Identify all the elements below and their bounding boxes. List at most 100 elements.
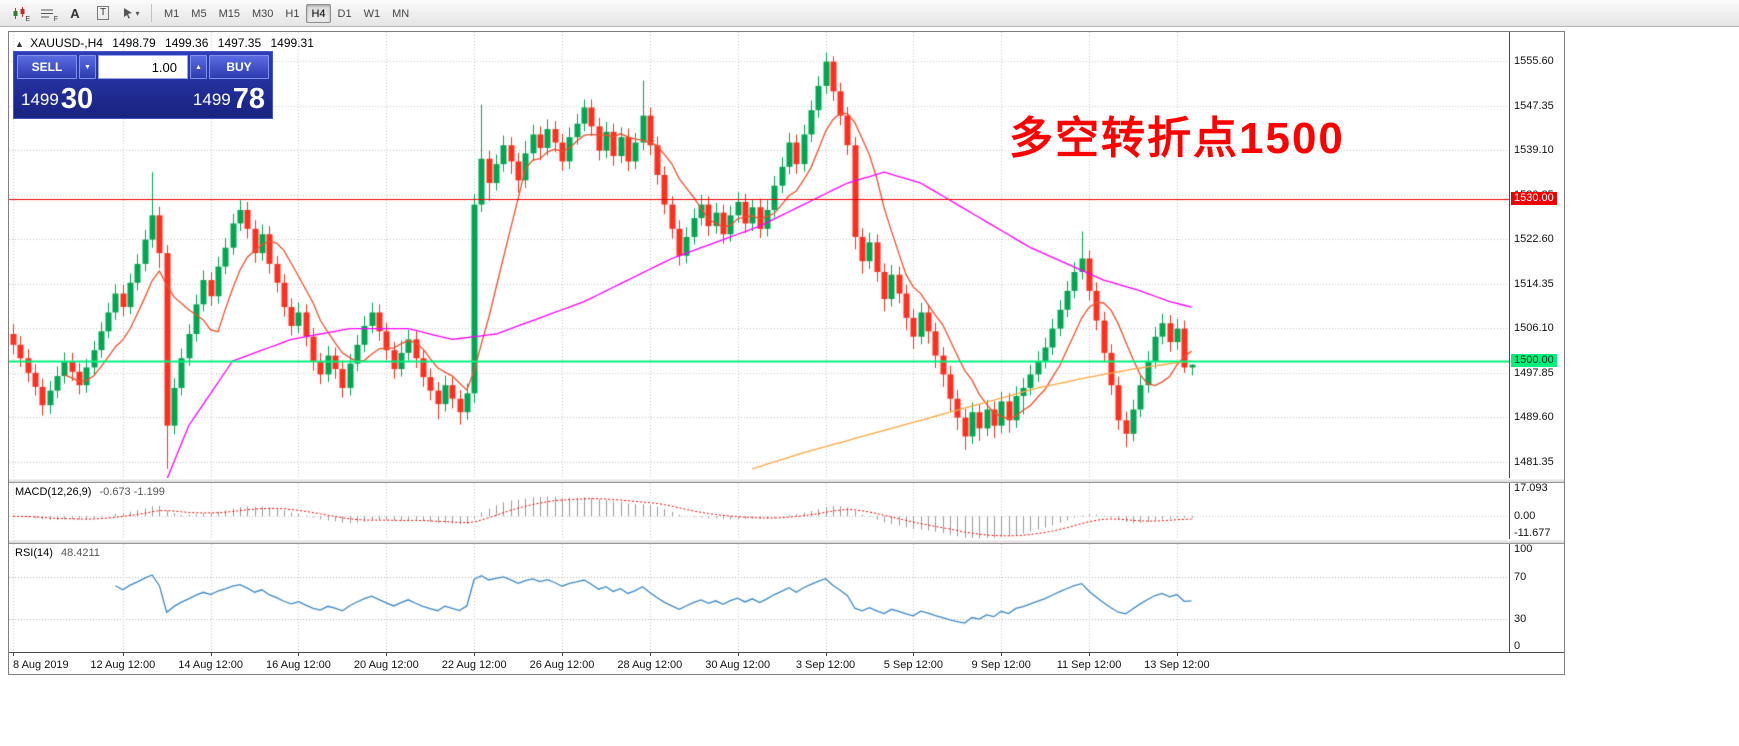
time-axis-tick	[298, 653, 299, 656]
time-axis-label: 26 Aug 12:00	[529, 659, 595, 671]
time-axis-tick	[13, 653, 14, 656]
time-axis-label: 9 Sep 12:00	[971, 659, 1031, 671]
rsi-axis-label: 0	[1514, 640, 1521, 652]
sell-price-main: 1499	[21, 90, 59, 109]
T-icon: T	[96, 6, 110, 20]
price-axis-main[interactable]: 1555.601547.351539.101530.851522.601514.…	[1509, 32, 1564, 478]
rsi-label: RSI(14) 48.4211	[15, 547, 100, 559]
time-axis-tick	[562, 653, 563, 656]
time-axis-tick	[386, 653, 387, 656]
time-axis-tick	[913, 653, 914, 656]
chevron-down-icon: ▾	[135, 8, 140, 18]
time-axis-label: 11 Sep 12:00	[1056, 659, 1122, 671]
indicator-list-button[interactable]: F	[34, 3, 60, 24]
price-axis-label: 1497.85	[1514, 366, 1554, 379]
text-box-button[interactable]: T	[90, 3, 116, 24]
sell-price-pips: 30	[60, 83, 94, 115]
chart-window: ▲ XAUUSD-,H4 1498.79 1499.36 1497.35 149…	[8, 31, 1565, 675]
timeframe-button-h1[interactable]: H1	[285, 7, 300, 20]
price-axis-macd[interactable]: 17.093 0.00 -11.677	[1509, 482, 1564, 539]
time-axis-tick	[211, 653, 212, 656]
timeframe-button-h4[interactable]: H4	[306, 3, 331, 23]
volume-input[interactable]	[98, 55, 188, 79]
price-axis-rsi[interactable]: 100 70 30 0	[1509, 543, 1564, 652]
timeframe-button-d1[interactable]: D1	[337, 7, 352, 20]
price-axis-label: 1489.60	[1514, 411, 1554, 424]
macd-values: -0.673 -1.199	[99, 486, 165, 498]
toolbar-separator	[151, 4, 152, 22]
timeframe-button-m1[interactable]: M1	[164, 7, 180, 20]
buy-price[interactable]: 1499 78	[191, 81, 267, 115]
caret-up-icon: ▲	[195, 63, 202, 71]
price-axis-label: 1514.35	[1514, 277, 1554, 290]
timeframe-button-m15[interactable]: M15	[218, 7, 240, 20]
sell-button[interactable]: SELL	[17, 55, 77, 79]
price-axis-label: 1555.60	[1514, 55, 1554, 68]
time-axis-tick	[1001, 653, 1002, 656]
timeframe-button-m30[interactable]: M30	[251, 7, 274, 20]
rsi-canvas[interactable]	[9, 544, 1509, 652]
main-price-panel: ▲ XAUUSD-,H4 1498.79 1499.36 1497.35 149…	[9, 32, 1564, 478]
panel-separator-macd[interactable]	[9, 478, 1564, 483]
time-axis[interactable]: 8 Aug 2019 12 Aug 12:00 14 Aug 12:00 16 Aug…	[9, 652, 1564, 674]
chart-text-annotation[interactable]: 多空转折点1500	[1009, 114, 1345, 163]
chart-ohlc-header: ▲ XAUUSD-,H4 1498.79 1499.36 1497.35 149…	[15, 36, 320, 50]
top-toolbar: E F A T ▾ M1 M5 M15 M30 H1 H4 D1 W1 MN	[0, 0, 1739, 27]
time-axis-label: 8 Aug 2019	[13, 659, 69, 671]
macd-axis-label: 17.093	[1514, 482, 1548, 494]
price-axis-label: 1547.35	[1514, 99, 1554, 112]
buy-price-main: 1499	[192, 90, 231, 109]
cursor-icon	[124, 8, 133, 19]
rsi-axis-label: 30	[1514, 612, 1527, 625]
icon-badge: F	[53, 15, 58, 23]
rsi-axis-label: 70	[1514, 571, 1527, 584]
ohlc-high: 1499.36	[165, 36, 209, 50]
macd-axis-label: 0.00	[1514, 510, 1536, 523]
drawing-tool-button[interactable]: ▾	[118, 3, 144, 24]
time-axis-label: 30 Aug 12:00	[705, 659, 771, 671]
timeframe-button-w1[interactable]: W1	[363, 7, 381, 20]
trade-panel-collapse-arrow[interactable]: ▲	[15, 39, 24, 49]
ohlc-low: 1497.35	[217, 36, 262, 50]
A-icon: A	[70, 5, 80, 21]
icon-badge: E	[25, 15, 30, 23]
rsi-axis-label: 100	[1514, 543, 1533, 555]
panel-separator-rsi[interactable]	[9, 539, 1564, 544]
time-axis-label: 22 Aug 12:00	[441, 659, 507, 671]
time-axis-label: 3 Sep 12:00	[795, 659, 856, 671]
volume-decrease-button[interactable]: ▼	[79, 55, 96, 79]
rsi-title: RSI(14)	[15, 547, 53, 559]
rsi-value: 48.4211	[60, 547, 100, 559]
timeframe-button-mn[interactable]: MN	[392, 7, 410, 20]
one-click-trading-panel: SELL ▼ ▲ BUY 1499 30 1499 78	[13, 51, 273, 119]
time-axis-tick	[1177, 653, 1178, 656]
buy-button[interactable]: BUY	[209, 55, 269, 79]
time-axis-label: 5 Sep 12:00	[883, 659, 944, 671]
price-axis-label: 1539.10	[1514, 144, 1554, 157]
price-line-label: 1500.00	[1511, 353, 1557, 367]
macd-canvas[interactable]	[9, 483, 1509, 539]
time-axis-tick	[1089, 653, 1090, 656]
time-axis-tick	[738, 653, 739, 656]
lines-icon	[41, 9, 53, 18]
macd-panel: MACD(12,26,9) -0.673 -1.199 17.093 0.00 -1…	[9, 482, 1564, 539]
symbol-title: XAUUSD-,H4	[30, 36, 103, 50]
chart-bars-button[interactable]: E	[6, 3, 32, 24]
caret-down-icon: ▼	[84, 63, 91, 71]
text-annotation-button[interactable]: A	[62, 3, 88, 24]
volume-increase-button[interactable]: ▲	[190, 55, 207, 79]
candles-icon	[13, 6, 25, 19]
rsi-panel: RSI(14) 48.4211 100 70 30 0	[9, 543, 1564, 652]
price-axis-label: 1522.60	[1514, 233, 1554, 246]
time-axis-label: 20 Aug 12:00	[353, 659, 419, 671]
sell-price[interactable]: 1499 30	[19, 81, 95, 115]
time-axis-label: 28 Aug 12:00	[617, 659, 683, 671]
time-axis-label: 13 Sep 12:00	[1144, 659, 1210, 671]
price-axis-label: 1506.10	[1514, 322, 1554, 335]
timeframe-button-m5[interactable]: M5	[191, 7, 207, 20]
time-axis-tick	[474, 653, 475, 656]
macd-label: MACD(12,26,9) -0.673 -1.199	[15, 486, 165, 498]
ohlc-close: 1499.31	[270, 36, 314, 50]
time-axis-label: 12 Aug 12:00	[90, 659, 156, 671]
buy-price-pips: 78	[232, 83, 265, 115]
